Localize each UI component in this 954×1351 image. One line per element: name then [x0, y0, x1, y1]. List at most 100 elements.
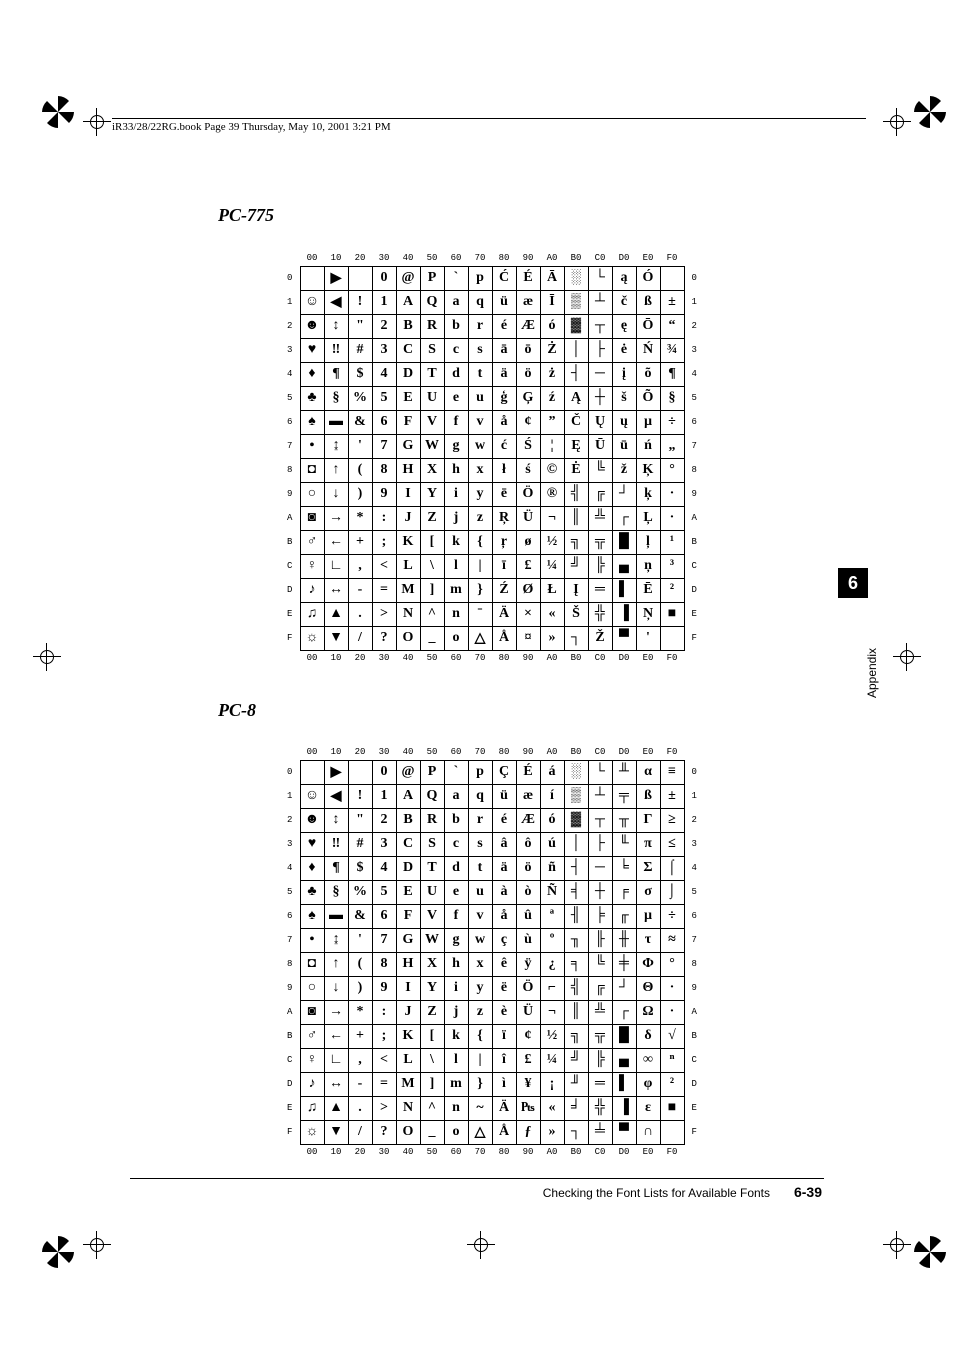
glyph-cell: F: [396, 410, 420, 434]
glyph-cell: ®: [540, 482, 564, 506]
glyph-cell: Ä: [492, 602, 516, 626]
glyph-cell: o: [444, 626, 468, 650]
col-header: 80: [492, 650, 516, 666]
glyph-cell: R: [420, 314, 444, 338]
glyph-cell: S: [420, 832, 444, 856]
glyph-cell: •: [300, 434, 324, 458]
glyph-cell: ╔: [588, 482, 612, 506]
glyph-cell: φ: [636, 1072, 660, 1096]
glyph-cell: ģ: [492, 386, 516, 410]
glyph-cell: V: [420, 410, 444, 434]
row-header: 1: [684, 784, 704, 808]
glyph-cell: å: [492, 904, 516, 928]
glyph-cell: ▶: [324, 760, 348, 784]
glyph-cell: ┴: [588, 784, 612, 808]
glyph-cell: q: [468, 290, 492, 314]
glyph-cell: ☺: [300, 290, 324, 314]
glyph-cell: ↓: [324, 976, 348, 1000]
glyph-cell: ,: [348, 554, 372, 578]
glyph-cell: ∙: [660, 976, 684, 1000]
col-header: 40: [396, 1144, 420, 1160]
glyph-cell: ©: [540, 458, 564, 482]
glyph-cell: «: [540, 1096, 564, 1120]
glyph-cell: u: [468, 880, 492, 904]
glyph-cell: ;: [372, 1024, 396, 1048]
glyph-cell: Ņ: [636, 602, 660, 626]
glyph-cell: ­: [660, 266, 684, 290]
glyph-cell: @: [396, 760, 420, 784]
glyph-cell: │: [564, 338, 588, 362]
glyph-cell: ą: [612, 266, 636, 290]
glyph-cell: §: [324, 386, 348, 410]
glyph-cell: &: [348, 904, 372, 928]
row-header: 1: [684, 290, 704, 314]
glyph-cell: Ō: [636, 314, 660, 338]
glyph-cell: ═: [588, 578, 612, 602]
glyph-cell: 7: [372, 928, 396, 952]
glyph-cell: ▬: [324, 904, 348, 928]
row-header: D: [280, 578, 300, 602]
reg-mark-tl: [88, 113, 106, 131]
glyph-cell: ╗: [564, 530, 588, 554]
glyph-cell: r: [468, 808, 492, 832]
glyph-cell: ż: [540, 362, 564, 386]
glyph-cell: ←: [324, 1024, 348, 1048]
glyph-cell: ¦: [540, 434, 564, 458]
glyph-cell: ƒ: [516, 1120, 540, 1144]
glyph-cell: ↕: [324, 314, 348, 338]
col-header: B0: [564, 250, 588, 266]
glyph-cell: <: [372, 554, 396, 578]
glyph-cell: ☼: [300, 1120, 324, 1144]
glyph-cell: ø: [516, 530, 540, 554]
glyph-cell: ╬: [588, 602, 612, 626]
row-header: F: [684, 1120, 704, 1144]
row-header: C: [280, 554, 300, 578]
corner-fan-tl: [42, 96, 74, 128]
glyph-cell: ♠: [300, 904, 324, 928]
glyph-cell: ~: [468, 1096, 492, 1120]
glyph-cell: s: [468, 832, 492, 856]
glyph-cell: ó: [540, 808, 564, 832]
col-header: C0: [588, 250, 612, 266]
row-header: 3: [280, 832, 300, 856]
glyph-cell: 6: [372, 904, 396, 928]
glyph-cell: ╤: [612, 784, 636, 808]
glyph-cell: N: [396, 602, 420, 626]
glyph-cell: ¼: [540, 554, 564, 578]
col-header: C0: [588, 650, 612, 666]
chapter-tab: 6 Appendix: [838, 568, 868, 688]
glyph-cell: ╒: [612, 880, 636, 904]
glyph-cell: 1: [372, 290, 396, 314]
glyph-cell: Ų: [588, 410, 612, 434]
glyph-cell: △: [468, 1120, 492, 1144]
col-header: 20: [348, 1144, 372, 1160]
glyph-cell: K: [396, 1024, 420, 1048]
glyph-cell: ╚: [588, 458, 612, 482]
glyph-cell: ª: [540, 904, 564, 928]
glyph-cell: C: [396, 832, 420, 856]
glyph-cell: ▲: [324, 602, 348, 626]
glyph-cell: h: [444, 952, 468, 976]
reg-mark-bl: [88, 1236, 106, 1254]
glyph-cell: /: [348, 626, 372, 650]
glyph-cell: ¶: [324, 362, 348, 386]
glyph-cell: b: [444, 314, 468, 338]
glyph-cell: S: [420, 338, 444, 362]
glyph-cell: ì: [492, 1072, 516, 1096]
glyph-cell: Ć: [492, 266, 516, 290]
col-header: A0: [540, 1144, 564, 1160]
row-header: 8: [280, 458, 300, 482]
glyph-cell: J: [396, 1000, 420, 1024]
footer-text: Checking the Font Lists for Available Fo…: [543, 1186, 770, 1200]
glyph-cell: │: [564, 832, 588, 856]
glyph-cell: ¡: [540, 1072, 564, 1096]
glyph-cell: ê: [492, 952, 516, 976]
row-header: E: [280, 1096, 300, 1120]
glyph-cell: Ī: [540, 290, 564, 314]
glyph-cell: a: [444, 784, 468, 808]
glyph-cell: ♣: [300, 386, 324, 410]
glyph-cell: ·: [660, 1000, 684, 1024]
glyph-cell: ?: [372, 1120, 396, 1144]
glyph-cell: =: [372, 1072, 396, 1096]
glyph-cell: ╝: [564, 554, 588, 578]
